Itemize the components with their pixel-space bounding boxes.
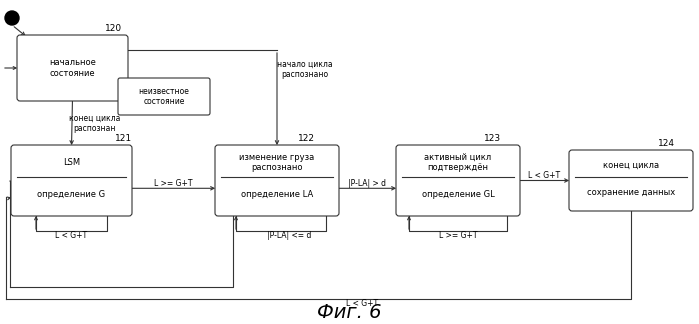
FancyArrowPatch shape [408,217,410,229]
FancyBboxPatch shape [215,145,339,216]
FancyBboxPatch shape [17,35,128,101]
Text: L < G+T: L < G+T [55,230,87,239]
Text: L < G+T: L < G+T [347,299,379,308]
Text: неизвестное
состояние: неизвестное состояние [138,87,189,106]
FancyArrowPatch shape [5,67,16,69]
FancyArrowPatch shape [235,217,238,229]
Text: определение GL: определение GL [421,190,494,199]
FancyArrowPatch shape [35,217,37,229]
Text: 124: 124 [658,139,675,148]
Text: сохранение данных: сохранение данных [587,188,675,197]
FancyArrowPatch shape [70,101,73,144]
Text: определение G: определение G [38,190,106,199]
FancyBboxPatch shape [569,150,693,211]
Text: L >= G+T: L >= G+T [154,179,193,188]
Text: Фиг. 6: Фиг. 6 [317,303,382,321]
Circle shape [5,11,19,25]
FancyArrowPatch shape [7,197,10,200]
Text: 122: 122 [298,134,315,143]
Text: начальное
состояние: начальное состояние [49,58,96,78]
FancyArrowPatch shape [520,179,568,182]
Text: |P-LA| > d: |P-LA| > d [349,179,387,188]
FancyArrowPatch shape [14,27,25,35]
FancyArrowPatch shape [339,187,395,190]
FancyArrowPatch shape [132,187,214,190]
Text: 121: 121 [115,134,132,143]
Text: изменение груза
распознано: изменение груза распознано [239,153,315,172]
Text: L >= G+T: L >= G+T [439,230,477,239]
FancyArrowPatch shape [128,80,206,103]
Text: конец цикла: конец цикла [603,161,659,169]
FancyArrowPatch shape [275,53,279,144]
Text: определение LA: определение LA [241,190,313,199]
Text: начало цикла
распознано: начало цикла распознано [278,60,333,79]
FancyBboxPatch shape [11,145,132,216]
Text: активный цикл
подтверждён: активный цикл подтверждён [424,153,491,172]
Text: 120: 120 [105,24,122,33]
FancyBboxPatch shape [118,78,210,115]
Text: 123: 123 [484,134,501,143]
Text: конец цикла
распознан: конец цикла распознан [69,113,120,133]
FancyArrowPatch shape [10,181,13,183]
Text: |P-LA| <= d: |P-LA| <= d [267,230,311,239]
FancyBboxPatch shape [396,145,520,216]
Text: L < G+T: L < G+T [528,171,561,180]
Text: LSM: LSM [63,158,80,167]
